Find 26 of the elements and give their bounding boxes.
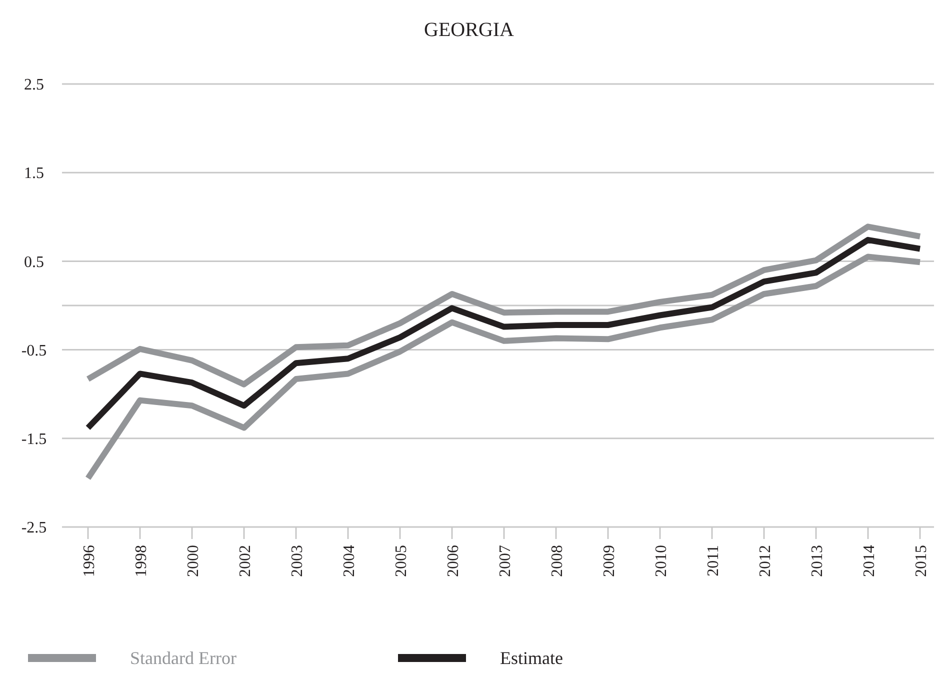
legend-label: Standard Error — [130, 648, 236, 668]
x-tick-label: 1996 — [81, 545, 98, 577]
x-tick-label: 2015 — [913, 545, 930, 577]
x-tick-label: 2012 — [757, 545, 774, 577]
x-tick-label: 2010 — [653, 545, 670, 577]
x-tick-label: 2004 — [341, 545, 358, 577]
x-tick-label: 2011 — [705, 545, 722, 576]
x-tick-label: 2002 — [237, 545, 254, 577]
x-tick-label: 2003 — [289, 545, 306, 577]
x-tick-label: 2000 — [185, 545, 202, 577]
chart-title: GEORGIA — [424, 19, 515, 41]
y-tick-label: 2.5 — [24, 76, 44, 94]
y-tick-label: -1.5 — [21, 431, 47, 448]
x-tick-label: 2009 — [601, 545, 618, 577]
y-tick-label: -2.5 — [21, 520, 47, 537]
y-tick-label: 0.5 — [24, 254, 44, 271]
x-tick-label: 2014 — [861, 545, 878, 577]
x-tick-label: 2013 — [809, 545, 826, 577]
y-tick-label: -0.5 — [21, 342, 47, 360]
x-tick-label: 2006 — [445, 545, 462, 577]
x-tick-label: 2005 — [393, 545, 410, 577]
x-tick-label: 2008 — [549, 545, 566, 577]
x-tick-label: 2007 — [497, 545, 514, 577]
legend-label: Estimate — [500, 648, 563, 668]
x-tick-label: 1998 — [133, 545, 150, 577]
y-tick-label: 1.5 — [24, 165, 44, 182]
